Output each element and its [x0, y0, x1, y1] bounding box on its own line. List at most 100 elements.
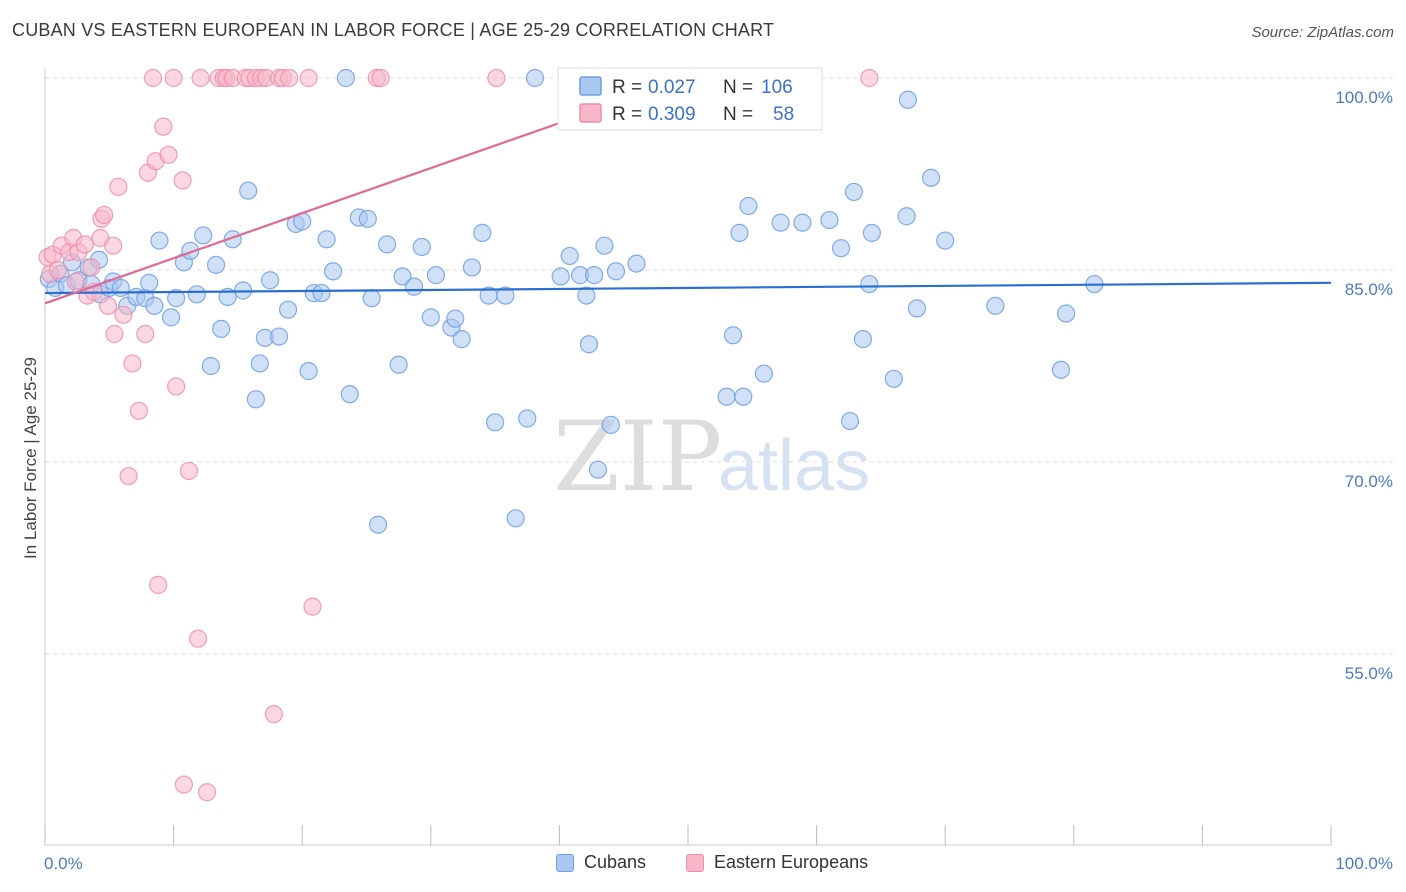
point-cubans — [551, 267, 570, 286]
point-cubans — [323, 262, 343, 281]
point-eastern-europeans — [75, 235, 94, 254]
point-cubans — [473, 223, 492, 242]
point-cubans — [723, 326, 743, 345]
point-cubans — [111, 278, 130, 298]
watermark: ZIP atlas — [553, 401, 870, 513]
point-cubans — [884, 369, 903, 388]
point-cubans — [579, 335, 599, 354]
point-eastern-europeans — [164, 68, 183, 88]
point-cubans — [595, 236, 614, 255]
x-tick-label-min: 0.0% — [44, 854, 83, 873]
bottom-legend-swatch-eastern — [686, 853, 704, 872]
point-cubans — [446, 309, 465, 328]
point-cubans — [486, 413, 505, 432]
point-cubans — [754, 364, 773, 383]
point-eastern-europeans — [303, 597, 322, 616]
point-eastern-europeans — [119, 466, 138, 486]
point-cubans — [389, 355, 408, 374]
data-points — [38, 68, 1104, 802]
point-cubans — [601, 415, 620, 434]
point-eastern-europeans — [179, 461, 199, 481]
chart-source: Source: ZipAtlas.com — [1251, 24, 1394, 41]
point-eastern-europeans — [188, 629, 208, 648]
y-axis-title: In Labor Force | Age 25-29 — [21, 357, 40, 559]
point-cubans — [560, 246, 579, 266]
point-cubans — [140, 273, 159, 292]
point-cubans — [986, 296, 1005, 315]
y-tick-label: 55.0% — [1345, 664, 1393, 683]
point-cubans — [452, 330, 471, 349]
point-eastern-europeans — [173, 171, 192, 190]
point-eastern-europeans — [109, 177, 128, 196]
point-eastern-europeans — [123, 354, 142, 373]
point-cubans — [862, 223, 881, 242]
point-cubans — [853, 330, 872, 349]
bottom-legend-swatch-cubans — [556, 853, 574, 872]
point-eastern-europeans — [82, 258, 101, 277]
point-eastern-europeans — [371, 68, 390, 88]
point-cubans — [269, 327, 289, 346]
point-cubans — [506, 509, 525, 528]
point-cubans — [898, 90, 918, 109]
point-cubans — [577, 286, 596, 305]
point-cubans — [167, 289, 186, 308]
point-cubans — [412, 237, 431, 257]
point-eastern-europeans — [105, 324, 124, 344]
point-eastern-europeans — [98, 296, 118, 315]
point-cubans — [239, 181, 258, 200]
legend-r-value-cubans: 0.027 — [648, 77, 696, 98]
point-eastern-europeans — [167, 377, 186, 396]
point-eastern-europeans — [154, 117, 173, 136]
point-cubans — [426, 266, 446, 285]
y-tick-label: 100.0% — [1335, 88, 1393, 107]
point-cubans — [771, 213, 790, 232]
point-cubans — [820, 210, 839, 230]
chart-title: CUBAN VS EASTERN EUROPEAN IN LABOR FORCE… — [12, 20, 775, 40]
point-eastern-europeans — [136, 324, 155, 344]
point-cubans — [585, 266, 604, 285]
point-cubans — [150, 231, 169, 250]
point-cubans — [936, 231, 955, 250]
point-eastern-europeans — [487, 68, 506, 88]
point-cubans — [201, 356, 220, 376]
legend-r-label-cubans: R = — [612, 77, 642, 98]
point-cubans — [1051, 360, 1071, 379]
point-cubans — [312, 283, 331, 303]
legend-r-value-eastern: 0.309 — [648, 104, 696, 125]
point-cubans — [362, 289, 381, 308]
bottom-legend-item-eastern: Eastern Europeans — [686, 852, 868, 873]
point-cubans — [907, 299, 927, 318]
point-eastern-europeans — [264, 705, 284, 724]
x-tick-label-max: 100.0% — [1335, 854, 1393, 873]
point-cubans — [739, 196, 758, 216]
point-cubans — [897, 207, 916, 226]
legend-n-value-cubans: 106 — [761, 77, 793, 98]
watermark-zip: ZIP — [553, 401, 722, 513]
point-cubans — [734, 387, 753, 406]
point-cubans — [921, 168, 941, 187]
point-eastern-europeans — [66, 272, 85, 291]
watermark-atlas: atlas — [718, 426, 870, 506]
point-eastern-europeans — [114, 305, 133, 324]
point-cubans — [404, 277, 424, 296]
point-cubans — [358, 209, 377, 228]
legend-n-label-cubans: N = — [723, 77, 753, 98]
point-cubans — [260, 271, 280, 290]
point-cubans — [860, 274, 879, 294]
point-cubans — [525, 68, 545, 88]
point-eastern-europeans — [280, 68, 299, 88]
bottom-legend-label-cubans: Cubans — [584, 852, 647, 872]
point-cubans — [840, 411, 860, 431]
point-cubans — [206, 255, 226, 274]
point-eastern-europeans — [299, 68, 318, 88]
y-tick-label: 85.0% — [1345, 280, 1393, 299]
point-cubans — [278, 300, 298, 319]
y-tick-label: 70.0% — [1345, 472, 1393, 491]
point-cubans — [187, 285, 206, 304]
point-cubans — [793, 213, 812, 232]
point-cubans — [299, 362, 318, 381]
point-cubans — [340, 385, 359, 404]
point-eastern-europeans — [159, 145, 178, 164]
point-eastern-europeans — [197, 783, 217, 802]
